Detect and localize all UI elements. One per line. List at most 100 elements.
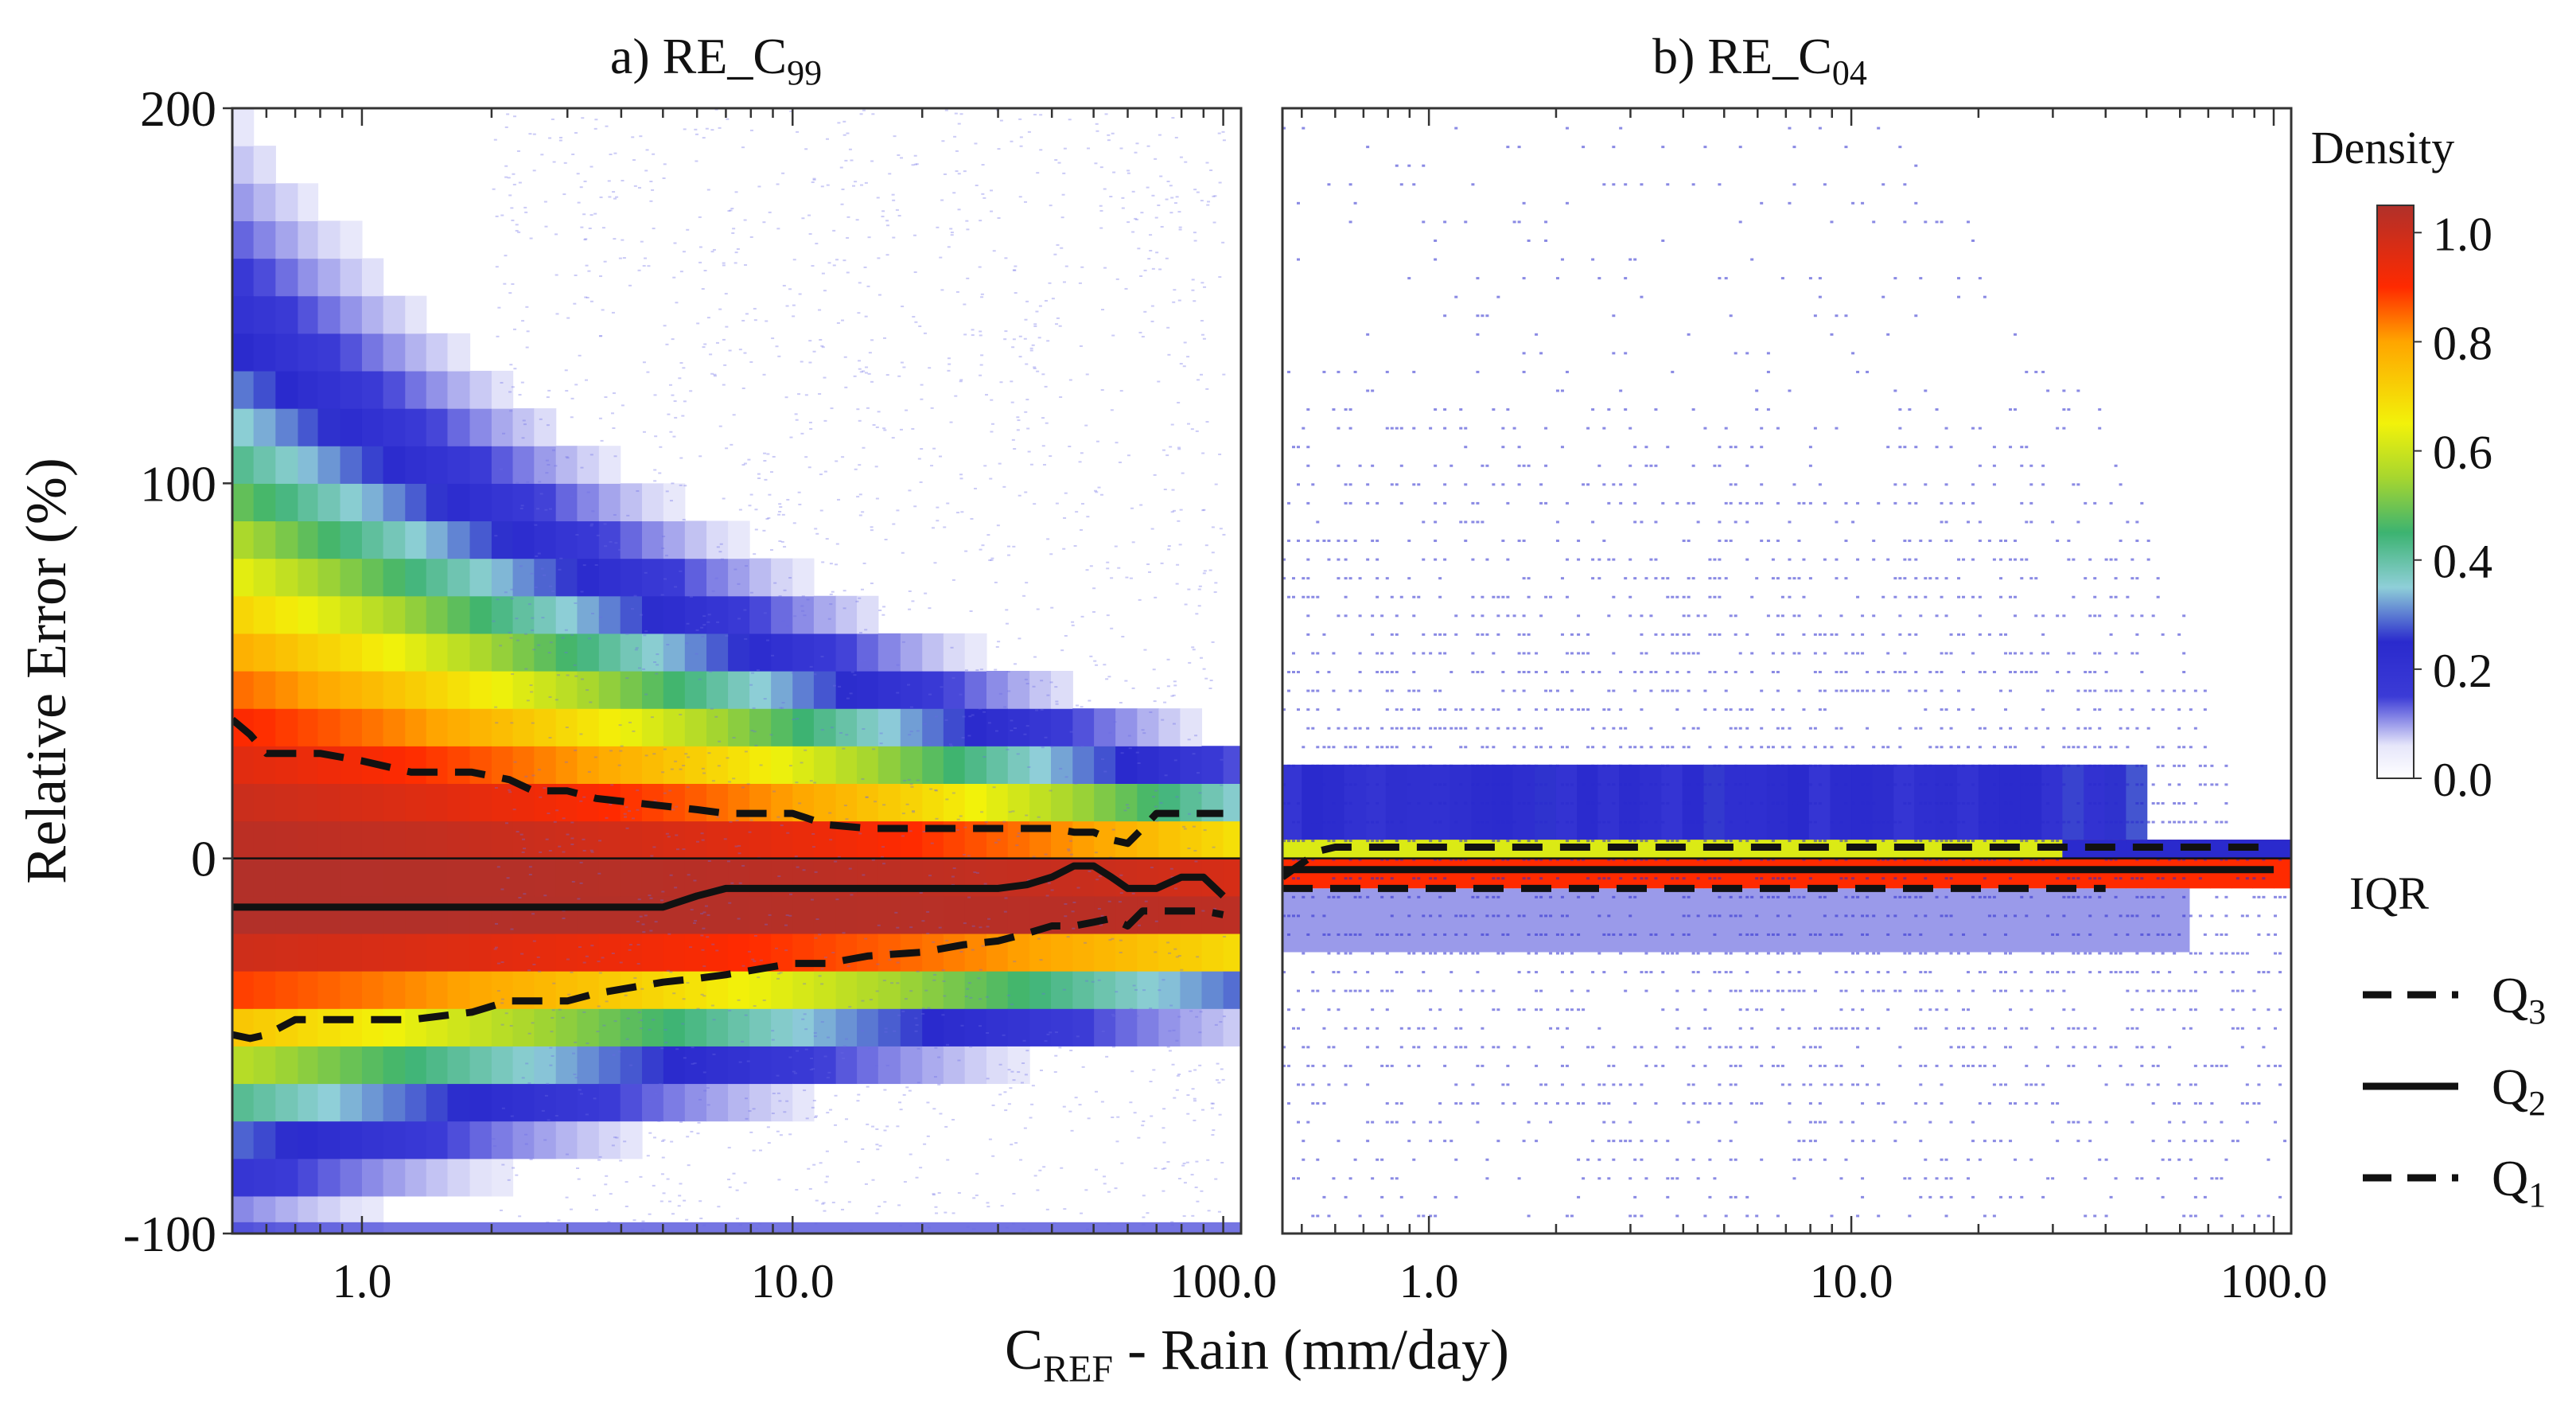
speckle-point (546, 1082, 550, 1085)
speckle-point (1170, 1221, 1174, 1223)
speckle-point (2177, 1083, 2181, 1086)
speckle-point (602, 1024, 606, 1027)
heatmap-cell (1051, 820, 1073, 859)
heatmap-cell (534, 520, 557, 559)
speckle-point (745, 1117, 749, 1120)
speckle-point (1114, 545, 1118, 548)
heatmap-cell (340, 1158, 363, 1197)
speckle-point (1412, 1158, 1416, 1161)
speckle-point (811, 832, 815, 835)
speckle-point (1366, 1121, 1370, 1124)
heatmap-cell (534, 746, 557, 784)
speckle-point (2177, 820, 2181, 824)
speckle-point (1818, 1027, 1822, 1030)
speckle-point (804, 456, 808, 458)
speckle-point (2130, 820, 2134, 824)
speckle-point (1099, 209, 1103, 212)
speckle-point (2236, 877, 2239, 880)
speckle-point (2274, 914, 2278, 918)
speckle-point (1971, 1140, 1975, 1143)
speckle-point (783, 546, 787, 548)
speckle-point (1004, 257, 1008, 259)
speckle-point (1729, 1195, 1733, 1198)
speckle-point (1464, 840, 1468, 843)
speckle-point (1200, 200, 1204, 202)
speckle-point (830, 727, 834, 729)
speckle-point (2189, 952, 2193, 955)
speckle-point (559, 557, 563, 559)
speckle-point (1173, 289, 1177, 291)
speckle-point (722, 262, 726, 264)
speckle-point (959, 693, 963, 696)
speckle-point (2004, 801, 2008, 805)
speckle-point (655, 672, 659, 675)
speckle-point (1851, 801, 1855, 805)
speckle-point (577, 1178, 581, 1180)
speckle-point (764, 478, 768, 481)
speckle-point (1582, 1177, 1586, 1180)
speckle-point (1196, 1200, 1200, 1202)
speckle-point (1535, 1102, 1539, 1105)
heatmap-cell (986, 1008, 1009, 1046)
speckle-point (713, 375, 717, 377)
speckle-point (2252, 877, 2256, 880)
speckle-point (1703, 1214, 1707, 1218)
speckle-point (1161, 719, 1165, 721)
heatmap-cell (1115, 1008, 1138, 1046)
speckle-point (1216, 1062, 1220, 1065)
speckle-point (1033, 367, 1037, 369)
heatmap-cell (426, 671, 449, 709)
speckle-point (1713, 1177, 1717, 1180)
speckle-point (2130, 1121, 2134, 1124)
speckle-point (2072, 877, 2076, 880)
speckle-point (2274, 952, 2278, 955)
speckle-point (1191, 1214, 1195, 1217)
speckle-point (1485, 801, 1489, 805)
speckle-point (1154, 805, 1158, 808)
speckle-point (2177, 840, 2181, 843)
heatmap-cell (317, 595, 341, 634)
speckle-point (2189, 989, 2193, 992)
heatmap-cell (447, 671, 471, 709)
speckle-point (1332, 840, 1336, 843)
speckle-point (1729, 989, 1733, 992)
speckle-point (1205, 388, 1209, 390)
speckle-point (909, 830, 912, 832)
speckle-point (504, 126, 508, 128)
speckle-point (1302, 1158, 1306, 1161)
speckle-point (811, 181, 815, 183)
heatmap-cell (1957, 858, 1979, 889)
speckle-point (1103, 188, 1107, 190)
speckle-point (1282, 1046, 1286, 1049)
speckle-point (1337, 895, 1341, 898)
speckle-point (1429, 840, 1433, 843)
speckle-point (544, 509, 548, 511)
speckle-point (1597, 801, 1601, 805)
speckle-point (1577, 858, 1581, 861)
heatmap-cell (469, 595, 492, 634)
speckle-point (1344, 1195, 1348, 1198)
speckle-point (781, 172, 785, 174)
speckle-point (669, 874, 673, 876)
heatmap-cell (405, 783, 427, 822)
speckle-point (916, 1047, 920, 1050)
heatmap-cell (1366, 858, 1387, 889)
speckle-point (1628, 1177, 1632, 1180)
speckle-point (1492, 1008, 1496, 1011)
speckle-point (2240, 989, 2244, 992)
speckle-point (2084, 1046, 2088, 1049)
speckle-point (509, 637, 513, 639)
speckle-point (1010, 1144, 1014, 1146)
speckle-point (2161, 933, 2165, 936)
speckle-point (1193, 1119, 1197, 1121)
speckle-point (580, 590, 584, 593)
speckle-point (520, 953, 524, 955)
speckle-point (1644, 840, 1648, 843)
speckle-point (650, 855, 654, 857)
speckle-point (665, 490, 669, 493)
speckle-point (741, 387, 745, 389)
speckle-point (1099, 205, 1103, 207)
speckle-point (815, 918, 819, 921)
speckle-point (1371, 820, 1375, 824)
speckle-point (792, 259, 796, 261)
